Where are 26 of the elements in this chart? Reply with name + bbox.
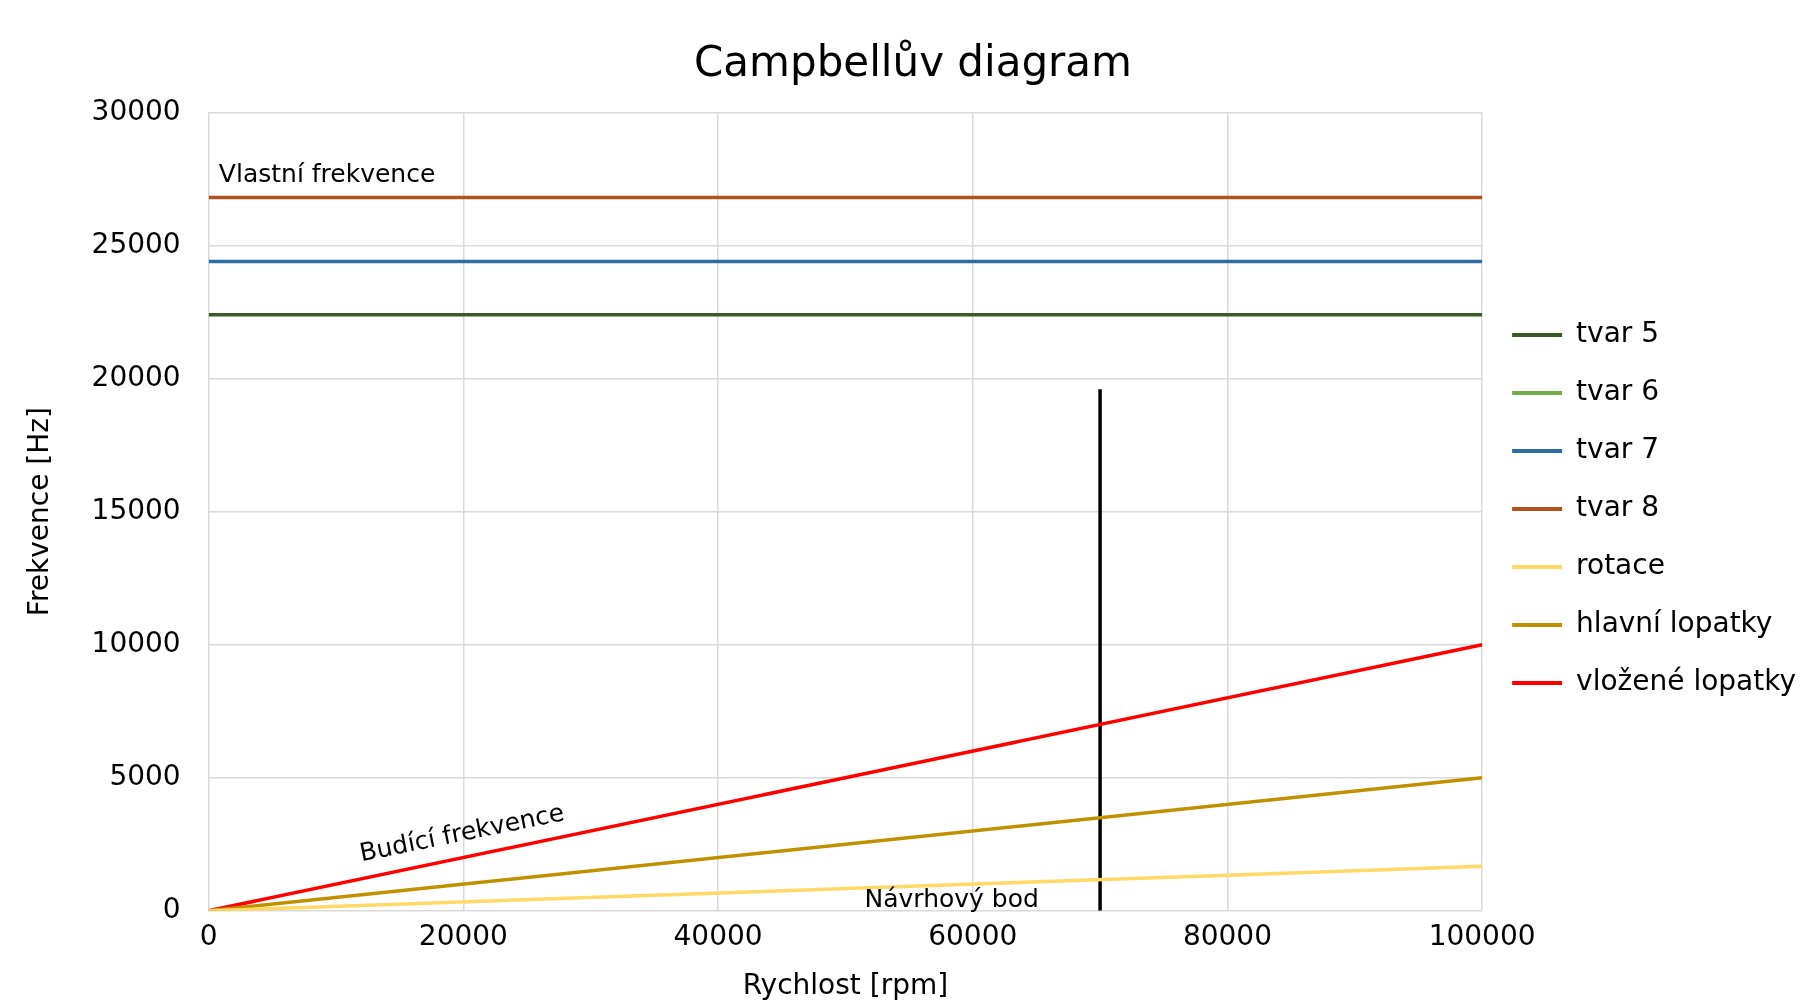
x-tick-label: 100000 (1428, 918, 1536, 952)
legend-label: tvar 7 (1576, 432, 1660, 466)
chart-title: Campbellův diagram (694, 37, 1132, 87)
legend-label: tvar 6 (1576, 374, 1660, 408)
y-tick-label: 30000 (91, 93, 181, 127)
x-tick-label: 0 (199, 918, 218, 952)
x-tick-label: 40000 (673, 918, 763, 952)
y-tick-label: 5000 (109, 759, 181, 793)
annotation: Budící frekvence (356, 797, 567, 868)
y-tick-label: 10000 (91, 625, 181, 659)
y-tick-label: 25000 (91, 226, 181, 260)
legend-label: hlavní lopatky (1576, 606, 1773, 640)
x-axis-title: Rychlost [rpm] (742, 968, 949, 1002)
x-tick-label: 20000 (418, 918, 508, 952)
legend-label: tvar 5 (1576, 316, 1660, 350)
y-tick-label: 15000 (91, 492, 181, 526)
y-tick-label: 0 (162, 892, 181, 926)
x-tick-label: 80000 (1182, 918, 1272, 952)
legend-label: vložené lopatky (1576, 664, 1797, 698)
legend-label: tvar 8 (1576, 490, 1660, 524)
annotation: Vlastní frekvence (218, 158, 436, 188)
y-tick-label: 20000 (91, 359, 181, 393)
legend-label: rotace (1576, 548, 1665, 582)
y-axis-title: Frekvence [Hz] (22, 407, 56, 617)
annotation: Návrhový bod (864, 883, 1039, 913)
x-tick-label: 60000 (928, 918, 1018, 952)
